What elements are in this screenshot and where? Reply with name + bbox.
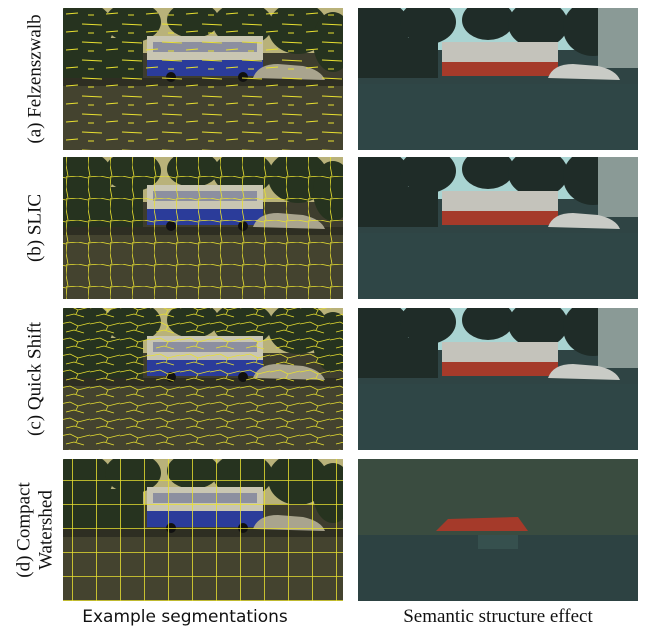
row-label: (b) SLIC [24, 194, 45, 262]
semantic-image [346, 300, 638, 450]
column-label: Example segmentations [82, 607, 288, 627]
row-label: (c) Quick Shift [24, 321, 45, 436]
panels: (a) Felzenszwalb (b) SLIC (c) Quick Shift (… [13, 0, 638, 601]
segmentation-overlay [63, 157, 343, 299]
segmentation-overlay [63, 308, 343, 450]
figure: (a) Felzenszwalb (b) SLIC (c) Quick Shift (… [0, 0, 645, 633]
column-label: Semantic structure effect [403, 606, 593, 627]
row-label: (d) Compact [13, 482, 34, 578]
segmentation-overlay [63, 8, 343, 150]
row-label: Watershed [35, 490, 56, 570]
row-label: (a) Felzenszwalb [24, 14, 45, 143]
semantic-image [358, 459, 638, 601]
segmentation-overlay [63, 459, 343, 601]
semantic-image [346, 149, 638, 299]
semantic-image [346, 0, 638, 150]
